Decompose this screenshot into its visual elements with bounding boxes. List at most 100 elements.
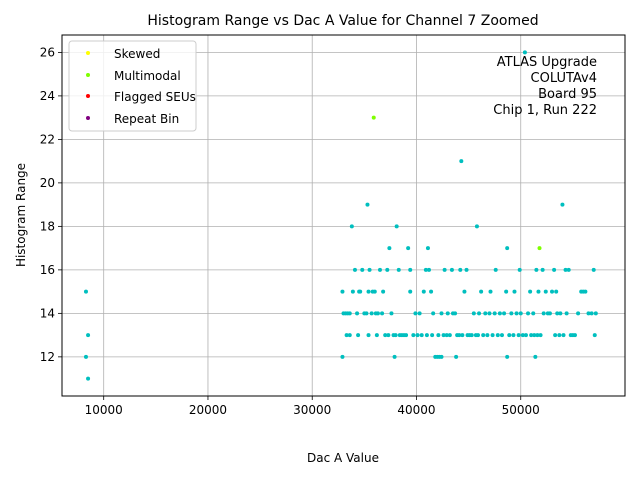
x-tick-label: 20000 bbox=[189, 403, 227, 417]
data-point bbox=[413, 311, 418, 316]
data-point bbox=[471, 311, 476, 316]
data-point bbox=[386, 333, 391, 338]
y-tick-label: 24 bbox=[40, 89, 55, 103]
data-point bbox=[592, 333, 597, 338]
data-point bbox=[488, 289, 493, 294]
data-point bbox=[554, 289, 559, 294]
data-point bbox=[553, 333, 558, 338]
data-point bbox=[365, 202, 370, 207]
data-point bbox=[572, 333, 577, 338]
data-point bbox=[355, 311, 360, 316]
data-point bbox=[535, 333, 540, 338]
data-point bbox=[367, 267, 372, 272]
data-point bbox=[560, 202, 565, 207]
data-point bbox=[532, 333, 537, 338]
data-point bbox=[371, 115, 376, 120]
y-tick-label: 14 bbox=[40, 306, 55, 320]
data-point bbox=[447, 333, 452, 338]
data-point bbox=[526, 311, 531, 316]
data-point bbox=[529, 333, 534, 338]
x-axis-label: Dac A Value bbox=[307, 451, 379, 465]
data-point bbox=[453, 311, 458, 316]
data-point bbox=[83, 354, 88, 359]
data-point bbox=[426, 267, 431, 272]
data-point bbox=[558, 311, 563, 316]
data-point bbox=[449, 267, 454, 272]
data-point bbox=[86, 376, 91, 381]
data-point bbox=[394, 224, 399, 229]
data-point bbox=[583, 289, 588, 294]
data-point bbox=[389, 311, 394, 316]
y-tick-label: 26 bbox=[40, 45, 55, 59]
data-point bbox=[475, 333, 480, 338]
x-tick-label: 30000 bbox=[293, 403, 331, 417]
annotation-line: Board 95 bbox=[538, 87, 597, 102]
data-point bbox=[552, 267, 557, 272]
data-point bbox=[347, 333, 352, 338]
data-point bbox=[457, 333, 462, 338]
data-point bbox=[483, 311, 488, 316]
data-point bbox=[340, 289, 345, 294]
data-point bbox=[349, 224, 354, 229]
data-point bbox=[360, 267, 365, 272]
data-point bbox=[350, 289, 355, 294]
data-point bbox=[509, 311, 514, 316]
data-point bbox=[504, 289, 509, 294]
data-point bbox=[563, 267, 568, 272]
y-axis-ticks: 12 14 16 18 20 22 24 26 bbox=[40, 45, 62, 364]
annotation-box: ATLAS Upgrade COLUTAv4 Board 95 Chip 1, … bbox=[493, 55, 597, 118]
data-point bbox=[523, 333, 528, 338]
data-point bbox=[459, 159, 464, 164]
data-point bbox=[374, 333, 379, 338]
data-point bbox=[381, 289, 386, 294]
data-point bbox=[408, 289, 413, 294]
data-point bbox=[531, 311, 536, 316]
data-point bbox=[425, 246, 430, 251]
annotation-line: ATLAS Upgrade bbox=[497, 55, 597, 70]
data-point bbox=[439, 311, 444, 316]
data-point bbox=[593, 311, 598, 316]
data-point bbox=[83, 289, 88, 294]
data-point bbox=[517, 267, 522, 272]
data-point bbox=[352, 267, 357, 272]
data-point bbox=[423, 267, 428, 272]
data-point bbox=[505, 246, 510, 251]
data-point bbox=[442, 267, 447, 272]
data-point bbox=[487, 311, 492, 316]
data-point bbox=[430, 333, 435, 338]
data-point bbox=[462, 289, 467, 294]
data-point bbox=[537, 246, 542, 251]
chart-title: Histogram Range vs Dac A Value for Chann… bbox=[147, 13, 538, 29]
data-point bbox=[511, 333, 516, 338]
data-point bbox=[514, 311, 519, 316]
data-point bbox=[383, 333, 388, 338]
data-point bbox=[415, 333, 420, 338]
data-point bbox=[557, 333, 562, 338]
data-point bbox=[454, 354, 459, 359]
legend-label-multimodal: Multimodal bbox=[114, 69, 181, 83]
data-point bbox=[460, 333, 465, 338]
legend-label-repeat-bin: Repeat Bin bbox=[114, 112, 179, 126]
legend-marker-repeat-bin bbox=[86, 116, 90, 120]
data-point bbox=[522, 50, 527, 55]
data-point bbox=[372, 289, 377, 294]
y-tick-label: 16 bbox=[40, 263, 55, 277]
data-point bbox=[474, 224, 479, 229]
data-point bbox=[366, 289, 371, 294]
data-point bbox=[464, 267, 469, 272]
data-point bbox=[538, 333, 543, 338]
data-point bbox=[512, 289, 517, 294]
data-point bbox=[534, 267, 539, 272]
x-tick-label: 50000 bbox=[502, 403, 540, 417]
data-point bbox=[429, 289, 434, 294]
data-point bbox=[340, 354, 345, 359]
annotation-line: COLUTAv4 bbox=[531, 71, 597, 86]
data-point bbox=[439, 354, 444, 359]
annotation-line: Chip 1, Run 222 bbox=[493, 103, 597, 118]
y-tick-label: 22 bbox=[40, 132, 55, 146]
data-point bbox=[555, 311, 560, 316]
data-point bbox=[507, 333, 512, 338]
data-point bbox=[375, 311, 380, 316]
data-point bbox=[380, 311, 385, 316]
